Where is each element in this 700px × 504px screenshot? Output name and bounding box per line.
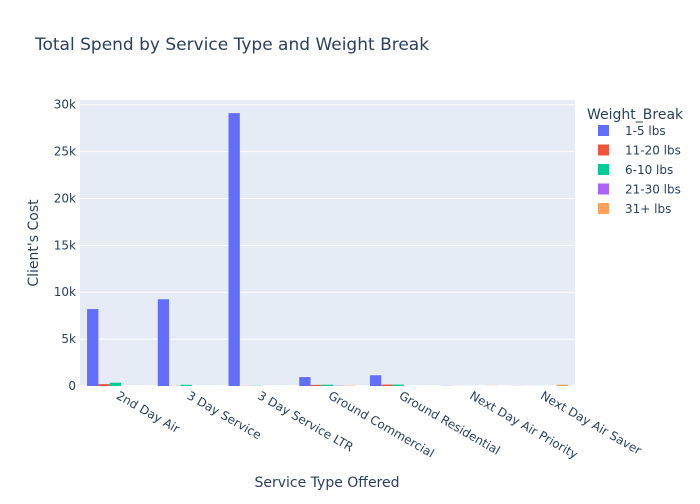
legend-swatch [598, 145, 609, 156]
plot-area [80, 100, 575, 386]
y-tick-label: 0 [68, 379, 76, 393]
bar [158, 299, 169, 386]
legend-label: 6-10 lbs [625, 163, 673, 177]
x-axis-title: Service Type Offered [254, 475, 399, 491]
y-tick-label: 15k [54, 238, 76, 252]
y-tick-label: 10k [54, 285, 76, 299]
bar [370, 375, 381, 386]
bar [98, 384, 109, 386]
legend-swatch [598, 164, 609, 175]
bar [557, 385, 568, 386]
bar [322, 385, 333, 386]
y-tick-label: 25k [54, 145, 76, 159]
bar [393, 385, 404, 386]
bar [180, 385, 191, 386]
legend-label: 31+ lbs [625, 202, 671, 216]
bar [311, 385, 322, 386]
bar [229, 113, 240, 386]
y-tick-label: 30k [54, 98, 76, 112]
y-tick-label: 5k [61, 332, 76, 346]
legend-label: 21-30 lbs [625, 183, 681, 197]
bar [110, 383, 121, 386]
legend-label: 11-20 lbs [625, 144, 681, 158]
bar [299, 377, 310, 386]
legend-swatch [598, 184, 609, 195]
legend-swatch [598, 203, 609, 214]
y-tick-label: 20k [54, 191, 76, 205]
bar [381, 385, 392, 386]
bar [87, 309, 98, 386]
legend-swatch [598, 125, 609, 136]
legend-title: Weight_Break [587, 107, 684, 123]
y-axis-title: Client's Cost [26, 199, 42, 287]
legend-label: 1-5 lbs [625, 124, 666, 138]
chart-title: Total Spend by Service Type and Weight B… [34, 35, 429, 55]
